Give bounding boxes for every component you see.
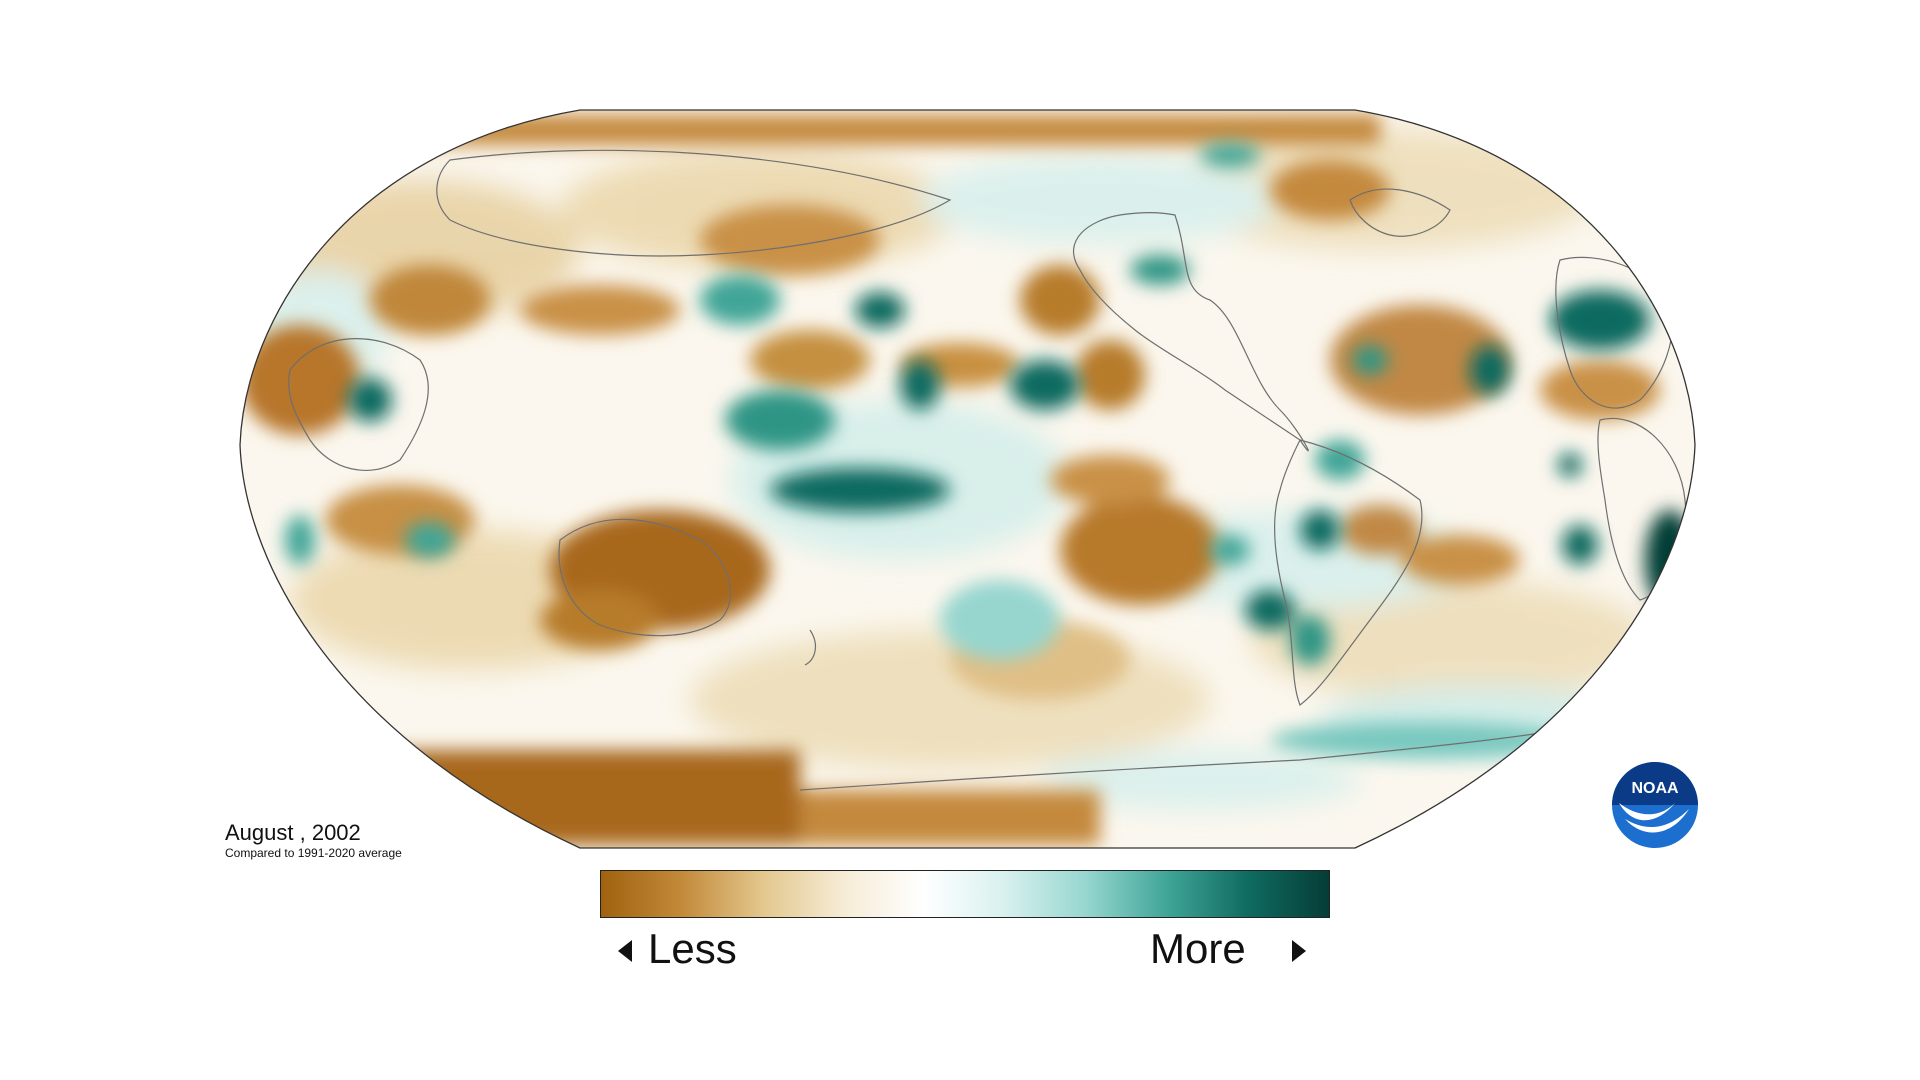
coastlines	[288, 149, 1687, 791]
arrow-right-icon	[1292, 940, 1306, 962]
noaa-logo: NOAA	[1612, 762, 1698, 848]
noaa-logo-text: NOAA	[1631, 780, 1679, 797]
map-frame	[239, 109, 1696, 849]
arrow-left-icon	[618, 940, 632, 962]
map-date-caption: August , 2002	[225, 820, 361, 845]
baseline-caption: Compared to 1991-2020 average	[225, 846, 402, 860]
color-scale-legend	[600, 870, 1330, 918]
legend-more-label: More	[1150, 925, 1246, 972]
anomaly-field	[240, 110, 1695, 848]
legend-less-label: Less	[648, 925, 737, 972]
